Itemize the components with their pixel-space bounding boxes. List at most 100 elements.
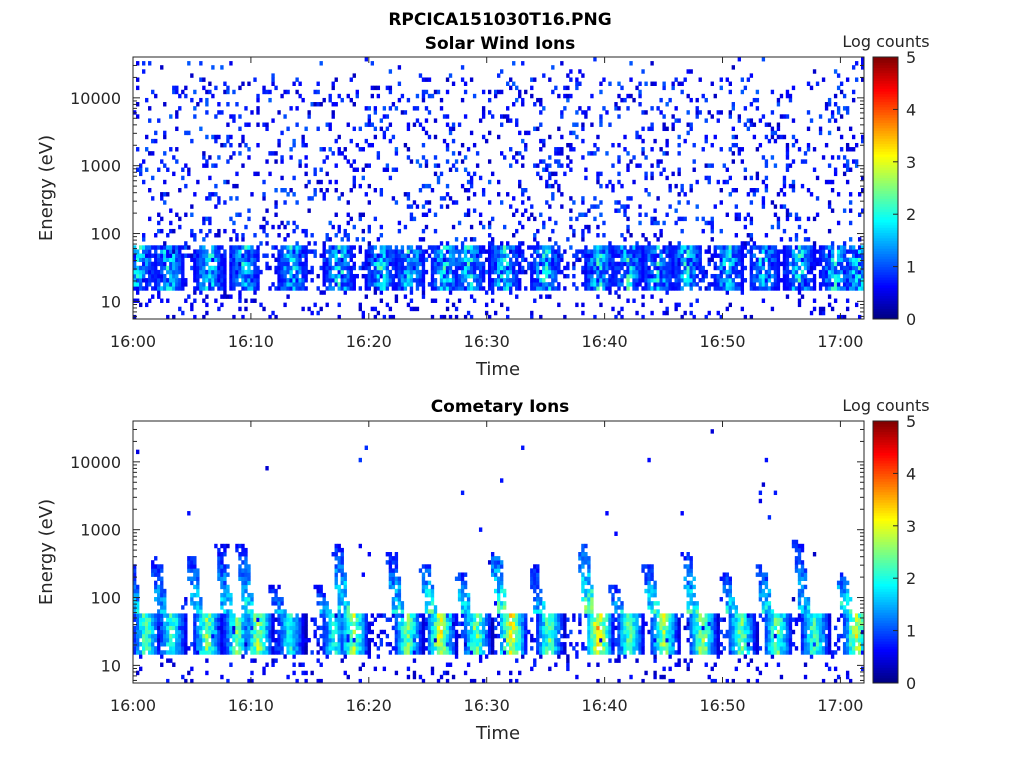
heatmap-cell xyxy=(797,273,802,279)
heatmap-cell xyxy=(545,249,549,254)
heatmap-cell xyxy=(373,216,378,222)
heatmap-cell xyxy=(475,245,480,250)
heatmap-cell xyxy=(635,253,639,258)
heatmap-cell xyxy=(827,269,832,275)
heatmap-cell xyxy=(160,278,164,283)
heatmap-cell xyxy=(286,261,290,267)
heatmap-cell xyxy=(749,237,754,242)
heatmap-cell xyxy=(139,613,143,618)
heatmap-cell xyxy=(337,547,341,553)
heatmap-cell xyxy=(806,265,811,271)
heatmap-cell xyxy=(172,278,176,283)
heatmap-cell xyxy=(409,265,414,271)
heatmap-cell xyxy=(659,147,663,152)
heatmap-cell xyxy=(821,282,826,287)
heatmap-cell xyxy=(346,633,350,639)
heatmap-cell xyxy=(740,306,745,312)
heatmap-cell xyxy=(193,613,197,618)
heatmap-cell xyxy=(259,224,263,230)
heatmap-cell xyxy=(475,273,480,279)
heatmap-cell xyxy=(187,171,191,177)
heatmap-cell xyxy=(202,273,206,279)
heatmap-cell xyxy=(448,261,453,267)
heatmap-cell xyxy=(337,556,341,561)
heatmap-cell xyxy=(460,269,465,275)
heatmap-cell xyxy=(214,637,218,643)
heatmap-cell xyxy=(536,163,540,168)
heatmap-cell xyxy=(466,171,471,177)
heatmap-cell xyxy=(343,576,347,581)
heatmap-cell xyxy=(211,282,215,287)
heatmap-cell xyxy=(854,249,859,254)
heatmap-cell xyxy=(292,81,296,86)
heatmap-cell xyxy=(478,220,483,226)
heatmap-cell xyxy=(500,302,504,308)
heatmap-cell xyxy=(848,269,853,275)
heatmap-cell xyxy=(217,282,221,287)
heatmap-cell xyxy=(475,278,480,283)
heatmap-cell xyxy=(175,637,179,643)
heatmap-cell xyxy=(340,192,344,197)
heatmap-cell xyxy=(352,224,356,230)
heatmap-cell xyxy=(743,122,748,127)
heatmap-cell xyxy=(457,220,462,226)
heatmap-cell xyxy=(623,237,627,242)
heatmap-cell xyxy=(205,302,209,308)
heatmap-cell xyxy=(298,650,302,655)
heatmap-cell xyxy=(466,282,471,287)
heatmap-cell xyxy=(572,253,576,258)
heatmap-cell xyxy=(812,167,817,172)
heatmap-cell xyxy=(842,314,847,320)
heatmap-cell xyxy=(385,286,390,291)
colorbar-segment xyxy=(873,258,898,262)
heatmap-cell xyxy=(394,257,399,263)
heatmap-cell xyxy=(262,196,266,201)
heatmap-cell xyxy=(851,269,856,275)
heatmap-cell xyxy=(253,233,257,238)
heatmap-cell xyxy=(277,142,281,148)
heatmap-cell xyxy=(133,314,137,320)
heatmap-cell xyxy=(521,253,525,258)
heatmap-cell xyxy=(334,650,338,655)
heatmap-cell xyxy=(244,601,248,606)
heatmap-cell xyxy=(827,261,832,267)
heatmap-cell xyxy=(247,572,251,577)
heatmap-cell xyxy=(424,118,429,123)
heatmap-cell xyxy=(301,142,305,148)
heatmap-cell xyxy=(271,73,275,78)
heatmap-cell xyxy=(292,621,296,627)
heatmap-cell xyxy=(539,282,543,287)
heatmap-cell xyxy=(740,147,745,152)
heatmap-cell xyxy=(451,282,456,287)
heatmap-cell xyxy=(527,130,531,136)
heatmap-cell xyxy=(265,633,269,639)
heatmap-cell xyxy=(557,126,561,132)
heatmap-cell xyxy=(382,114,387,119)
heatmap-cell xyxy=(298,286,302,291)
heatmap-cell xyxy=(608,273,612,279)
heatmap-cell xyxy=(551,278,555,283)
heatmap-cell xyxy=(196,253,200,258)
heatmap-cell xyxy=(397,278,402,283)
heatmap-cell xyxy=(139,625,143,631)
heatmap-cell xyxy=(845,269,850,275)
heatmap-cell xyxy=(512,196,516,201)
heatmap-cell xyxy=(259,241,263,246)
heatmap-cell xyxy=(530,278,534,283)
heatmap-cell xyxy=(623,245,627,250)
heatmap-cell xyxy=(788,245,793,250)
heatmap-cell xyxy=(169,613,173,618)
heatmap-cell xyxy=(638,89,642,95)
heatmap-cell xyxy=(226,564,230,569)
heatmap-cell xyxy=(163,637,167,643)
heatmap-cell xyxy=(151,245,155,250)
heatmap-cell xyxy=(659,249,663,254)
heatmap-cell xyxy=(518,269,522,275)
heatmap-cell xyxy=(412,216,417,222)
heatmap-cell xyxy=(836,220,841,226)
heatmap-cell xyxy=(214,642,218,647)
heatmap-cell xyxy=(812,216,817,222)
colorbar-tick-label: 1 xyxy=(906,258,916,277)
heatmap-cell xyxy=(154,249,158,254)
heatmap-cell xyxy=(169,245,173,250)
